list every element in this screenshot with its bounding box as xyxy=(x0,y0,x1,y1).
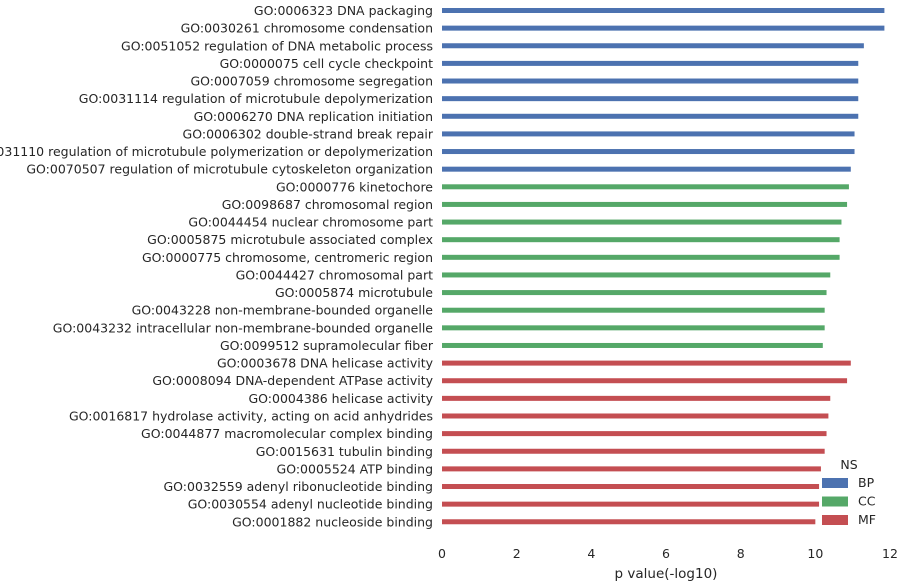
bar-cc xyxy=(442,184,849,190)
category-label: GO:0030554 adenyl nucleotide binding xyxy=(188,497,433,512)
category-label: GO:0016817 hydrolase activity, acting on… xyxy=(69,408,433,423)
legend-label-cc: CC xyxy=(858,494,876,509)
x-tick-label: 8 xyxy=(737,546,745,561)
bar-bp xyxy=(442,78,859,84)
legend-label-mf: MF xyxy=(858,512,876,527)
x-axis-ticks: 0 2 4 6 8 10 12 xyxy=(438,546,898,561)
category-label: GO:0006302 double-strand break repair xyxy=(183,126,434,141)
bar-bp xyxy=(442,25,885,31)
legend-title: NS xyxy=(840,457,857,472)
x-tick-label: 4 xyxy=(587,546,595,561)
category-label: GO:0031110 regulation of microtubule pol… xyxy=(0,144,433,159)
legend-swatch-mf xyxy=(822,515,848,525)
category-labels: GO:0006323 DNA packaging GO:0030261 chrom… xyxy=(0,3,434,529)
bar-mf xyxy=(442,484,820,490)
bar-bp xyxy=(442,60,859,66)
category-label: GO:0008094 DNA-dependent ATPase activity xyxy=(152,373,433,388)
x-tick-label: 2 xyxy=(513,546,521,561)
bar-bp xyxy=(442,149,855,155)
bar-cc xyxy=(442,201,848,207)
bar-cc xyxy=(442,325,825,331)
category-label: GO:0006270 DNA replication initiation xyxy=(194,109,433,124)
bar-cc xyxy=(442,219,842,225)
bar-cc xyxy=(442,272,831,278)
category-label: GO:0004386 helicase activity xyxy=(248,391,433,406)
bar-cc xyxy=(442,290,827,296)
category-label: GO:0098687 chromosomal region xyxy=(222,197,433,212)
category-label: GO:0044427 chromosomal part xyxy=(236,267,433,282)
legend-swatch-bp xyxy=(822,478,848,488)
category-label: GO:0099512 supramolecular fiber xyxy=(220,338,434,353)
legend: NS BP CC MF xyxy=(822,457,876,527)
bars-layer xyxy=(442,8,885,525)
bar-mf xyxy=(442,431,827,437)
legend-entries: BP CC MF xyxy=(822,475,876,527)
category-label: GO:0043232 intracellular non-membrane-bo… xyxy=(53,320,434,335)
bar-mf xyxy=(442,360,851,366)
x-tick-label: 12 xyxy=(882,546,898,561)
bar-cc xyxy=(442,237,840,243)
category-label: GO:0044454 nuclear chromosome part xyxy=(188,215,433,230)
category-label: GO:0032559 adenyl ribonucleotide binding xyxy=(163,479,433,494)
category-label: GO:0005524 ATP binding xyxy=(277,461,433,476)
bar-mf xyxy=(442,378,848,384)
bar-mf xyxy=(442,466,821,472)
category-label: GO:0001882 nucleoside binding xyxy=(232,514,433,529)
category-label: GO:0000075 cell cycle checkpoint xyxy=(220,56,433,71)
bar-bp xyxy=(442,96,859,102)
x-axis-title: p value(-log10) xyxy=(615,566,718,582)
x-tick-label: 6 xyxy=(662,546,670,561)
bar-bp xyxy=(442,43,864,49)
category-label: GO:0000776 kinetochore xyxy=(276,179,433,194)
category-label: GO:0043228 non-membrane-bounded organell… xyxy=(132,303,434,318)
bar-mf xyxy=(442,448,825,454)
category-label: GO:0003678 DNA helicase activity xyxy=(217,356,434,371)
bar-mf xyxy=(442,413,829,419)
x-tick-label: 10 xyxy=(807,546,823,561)
bar-cc xyxy=(442,307,825,313)
x-tick-label: 0 xyxy=(438,546,446,561)
bar-mf xyxy=(442,519,816,525)
category-label: GO:0006323 DNA packaging xyxy=(254,3,433,18)
bar-bp xyxy=(442,8,885,13)
category-label: GO:0005875 microtubule associated comple… xyxy=(147,232,433,247)
category-label: GO:0070507 regulation of microtubule cyt… xyxy=(26,162,433,177)
category-label: GO:0044877 macromolecular complex bindin… xyxy=(141,426,433,441)
category-label: GO:0000775 chromosome, centromeric regio… xyxy=(142,250,433,265)
bar-mf xyxy=(442,395,831,401)
bar-bp xyxy=(442,166,851,172)
bar-bp xyxy=(442,131,855,137)
legend-swatch-cc xyxy=(822,496,848,507)
category-label: GO:0031114 regulation of microtubule dep… xyxy=(79,91,433,106)
category-label: GO:0051052 regulation of DNA metabolic p… xyxy=(121,38,433,53)
category-label: GO:0015631 tubulin binding xyxy=(256,444,433,459)
category-label: GO:0005874 microtubule xyxy=(275,285,433,300)
bar-cc xyxy=(442,342,823,348)
category-label: GO:0007059 chromosome segregation xyxy=(190,74,433,89)
bar-mf xyxy=(442,501,820,507)
bar-cc xyxy=(442,254,840,260)
bar-bp xyxy=(442,113,859,119)
category-label: GO:0030261 chromosome condensation xyxy=(181,21,433,36)
legend-label-bp: BP xyxy=(858,475,875,490)
